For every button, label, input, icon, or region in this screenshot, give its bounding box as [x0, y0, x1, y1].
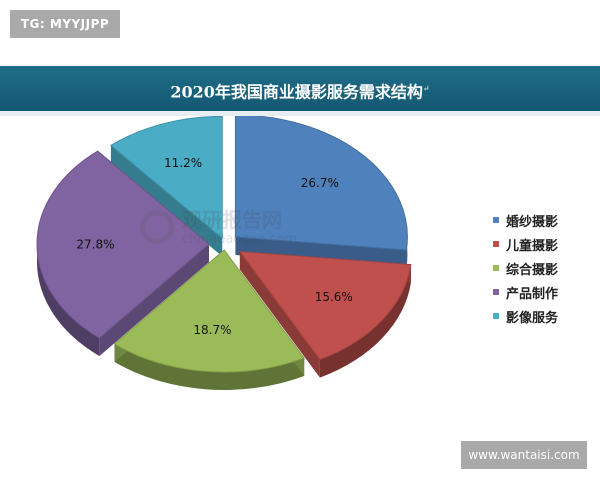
- pie-slice-5: [110, 116, 223, 240]
- chart-title: 2020年我国商业摄影服务需求结构↵: [0, 66, 600, 111]
- pie-slice-rim-3: [114, 343, 305, 390]
- chart-title-band: 2020年我国商业摄影服务需求结构↵: [0, 66, 600, 116]
- legend-item-3: 综合摄影: [493, 256, 598, 280]
- top-watermark-tag: TG: MYYJJPP: [10, 10, 120, 38]
- legend-label-5: 影像服务: [506, 310, 559, 326]
- legend-swatch-5: [493, 313, 499, 319]
- pie-chart: 26.7% 15.6% 18.7% 27.8% 11.2%: [36, 116, 412, 390]
- pie-slice-wall-end-1: [235, 236, 407, 268]
- pie-value-label-4: 27.8%: [76, 238, 114, 252]
- title-return-mark: ↵: [422, 83, 430, 93]
- legend-swatch-4: [493, 289, 499, 295]
- pie-value-labels: 26.7% 15.6% 18.7% 27.8% 11.2%: [76, 156, 352, 337]
- pie-slice-rim-2: [319, 264, 411, 378]
- pie-value-label-2: 15.6%: [315, 290, 353, 304]
- chart-legend: 婚纱摄影儿童摄影综合摄影产品制作影像服务: [493, 208, 598, 328]
- legend-item-2: 儿童摄影: [493, 232, 598, 256]
- legend-item-4: 产品制作: [493, 280, 598, 304]
- legend-swatch-3: [493, 265, 499, 271]
- legend-label-3: 综合摄影: [506, 262, 559, 278]
- legend-swatch-1: [493, 217, 499, 223]
- bottom-watermark-tag: www.wantaisi.com: [461, 441, 587, 469]
- pie-slice-2: [238, 251, 412, 361]
- pie-value-label-5: 11.2%: [164, 156, 202, 170]
- pie-chart-area: 26.7% 15.6% 18.7% 27.8% 11.2%: [0, 116, 600, 446]
- pie-slice-tops: [36, 116, 412, 373]
- pie-slice-wall-start-4: [99, 244, 210, 357]
- chart-title-text: 2020年我国商业摄影服务需求结构: [170, 82, 423, 102]
- legend-item-1: 婚纱摄影: [493, 208, 598, 232]
- legend-label-2: 儿童摄影: [506, 238, 559, 254]
- legend-label-1: 婚纱摄影: [506, 214, 559, 230]
- pie-slice-wall-end-2: [239, 251, 320, 378]
- pie-value-label-1: 26.7%: [301, 176, 339, 190]
- pie-value-label-3: 18.7%: [193, 323, 231, 337]
- pie-slice-4: [36, 150, 210, 339]
- legend-swatch-2: [493, 241, 499, 247]
- pie-slice-3: [113, 249, 305, 373]
- pie-slice-1: [234, 116, 408, 251]
- legend-label-4: 产品制作: [506, 286, 559, 302]
- legend-item-5: 影像服务: [493, 304, 598, 328]
- pie-slice-wall-start-5: [110, 145, 223, 257]
